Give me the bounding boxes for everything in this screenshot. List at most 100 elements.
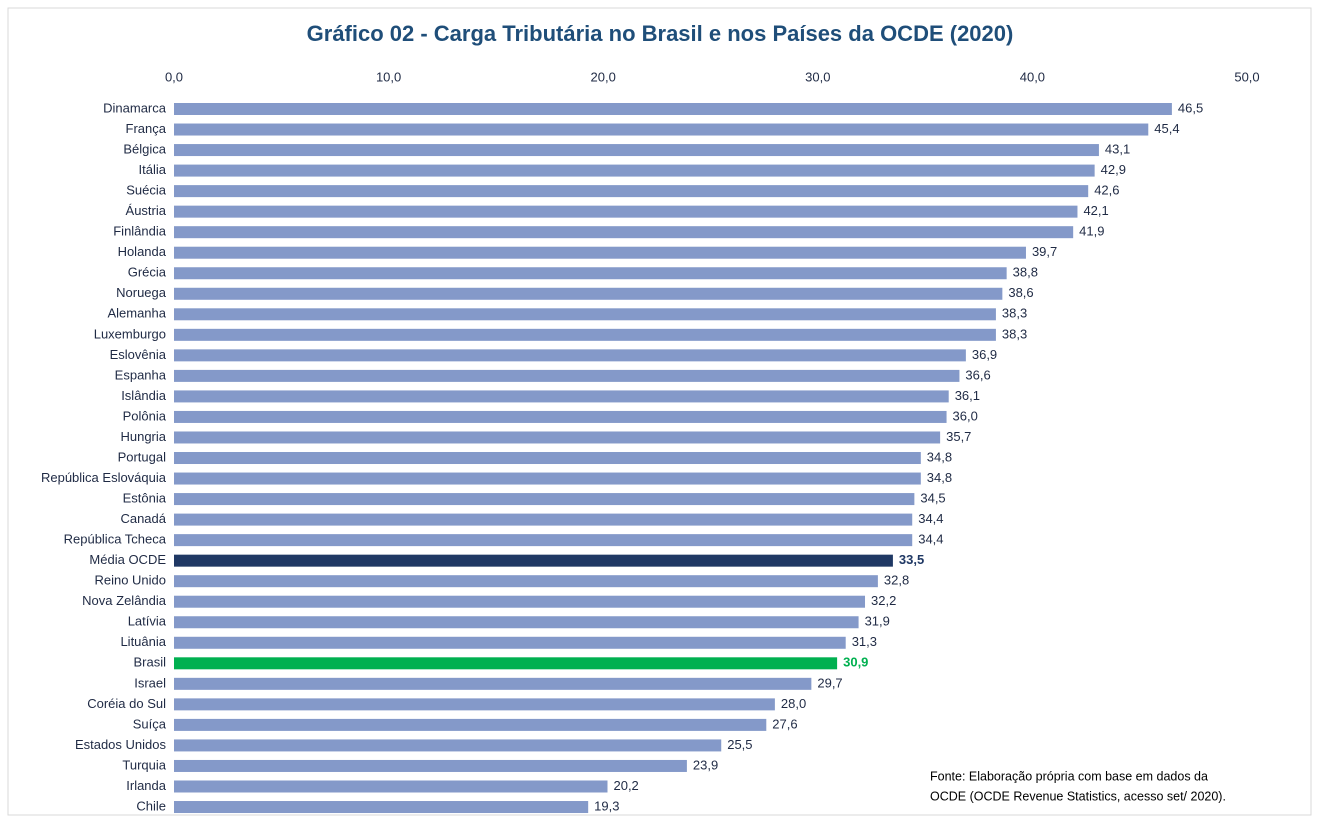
- y-tick-label: Holanda: [118, 244, 167, 259]
- value-label: 36,0: [953, 408, 978, 423]
- y-tick-label: Luxemburgo: [94, 326, 166, 341]
- bar: [174, 390, 949, 403]
- y-tick-label: Suécia: [126, 183, 167, 198]
- bar: [174, 472, 921, 485]
- y-tick-label: Itália: [139, 162, 167, 177]
- value-label: 45,4: [1154, 121, 1179, 136]
- bar: [174, 103, 1172, 115]
- value-label: 35,7: [946, 429, 971, 444]
- value-label: 19,3: [594, 798, 619, 813]
- y-tick-label: República Eslováquia: [41, 470, 167, 485]
- y-tick-label: Estados Unidos: [75, 737, 167, 752]
- bar: [174, 226, 1074, 239]
- bar: [174, 554, 893, 567]
- y-tick-label: Irlanda: [126, 778, 167, 793]
- y-tick-label: Média OCDE: [89, 552, 166, 567]
- bar: [174, 431, 941, 444]
- bar: [174, 246, 1026, 259]
- y-tick-label: Estônia: [123, 491, 167, 506]
- bar: [174, 657, 838, 670]
- value-label: 36,9: [972, 347, 997, 362]
- bar: [174, 534, 913, 547]
- bar: [174, 759, 687, 772]
- value-label: 34,8: [927, 449, 952, 464]
- value-label: 28,0: [781, 696, 806, 711]
- y-tick-label: Alemanha: [107, 306, 166, 321]
- y-tick-label: França: [126, 121, 167, 136]
- y-tick-label: Eslovênia: [110, 347, 167, 362]
- y-tick-label: Nova Zelândia: [82, 593, 167, 608]
- bar: [174, 616, 859, 629]
- value-label: 46,5: [1178, 100, 1203, 115]
- x-tick-label: 30,0: [805, 69, 830, 84]
- y-tick-label: Áustria: [126, 203, 167, 218]
- value-label: 31,3: [852, 634, 877, 649]
- y-tick-label: Finlândia: [113, 224, 167, 239]
- value-label: 34,8: [927, 470, 952, 485]
- y-tick-label: Turquia: [122, 757, 166, 772]
- bar: [174, 185, 1089, 198]
- value-label: 30,9: [843, 655, 868, 670]
- bar: [174, 164, 1095, 177]
- y-tick-label: Dinamarca: [103, 100, 167, 115]
- value-label: 20,2: [613, 778, 638, 793]
- y-tick-label: Islândia: [121, 388, 167, 403]
- bar: [174, 308, 996, 321]
- value-label: 38,3: [1002, 326, 1027, 341]
- bar: [174, 452, 921, 465]
- y-tick-label: Latívia: [128, 614, 167, 629]
- bar: [174, 677, 812, 690]
- value-label: 29,7: [817, 675, 842, 690]
- y-tick-label: Chile: [136, 798, 166, 813]
- value-label: 34,4: [918, 532, 943, 547]
- y-tick-label: Canadá: [120, 511, 166, 526]
- value-label: 23,9: [693, 757, 718, 772]
- value-label: 34,5: [920, 491, 945, 506]
- bar: [174, 636, 846, 649]
- value-label: 31,9: [865, 614, 890, 629]
- bar: [174, 698, 775, 711]
- value-label: 42,6: [1094, 183, 1119, 198]
- value-label: 39,7: [1032, 244, 1057, 259]
- value-label: 33,5: [899, 552, 924, 567]
- bar: [174, 328, 996, 341]
- chart-title: Gráfico 02 - Carga Tributária no Brasil …: [307, 21, 1014, 46]
- x-tick-label: 20,0: [591, 69, 616, 84]
- bar: [174, 410, 947, 423]
- bar: [174, 780, 608, 793]
- x-tick-label: 0,0: [165, 69, 183, 84]
- value-label: 38,6: [1008, 285, 1033, 300]
- y-tick-label: Portugal: [118, 449, 167, 464]
- note: OCDE (OCDE Revenue Statistics, acesso se…: [930, 789, 1226, 803]
- x-tick-label: 50,0: [1234, 69, 1259, 84]
- bar: [174, 205, 1078, 218]
- y-tick-label: Brasil: [133, 655, 166, 670]
- x-tick-label: 10,0: [376, 69, 401, 84]
- value-label: 41,9: [1079, 224, 1104, 239]
- bar: [174, 287, 1003, 300]
- note: Fonte: Elaboração própria com base em da…: [930, 769, 1208, 783]
- y-tick-label: Bélgica: [123, 141, 166, 156]
- bar: [174, 267, 1007, 280]
- bar: [174, 575, 878, 588]
- y-tick-label: Suíça: [133, 716, 167, 731]
- bar: [174, 595, 866, 608]
- y-tick-label: Israel: [134, 675, 166, 690]
- y-tick-label: Coréia do Sul: [87, 696, 166, 711]
- y-tick-label: Polônia: [123, 408, 167, 423]
- value-label: 27,6: [772, 716, 797, 731]
- y-tick-label: Grécia: [128, 265, 167, 280]
- value-label: 34,4: [918, 511, 943, 526]
- value-label: 38,3: [1002, 306, 1027, 321]
- y-tick-label: Noruega: [116, 285, 167, 300]
- bar: [174, 123, 1149, 136]
- value-label: 32,8: [884, 573, 909, 588]
- value-label: 36,1: [955, 388, 980, 403]
- chart-border: [7, 7, 1312, 816]
- bar: [174, 493, 915, 506]
- bar: [174, 718, 767, 731]
- value-label: 38,8: [1013, 265, 1038, 280]
- bar: [174, 801, 589, 814]
- value-label: 32,2: [871, 593, 896, 608]
